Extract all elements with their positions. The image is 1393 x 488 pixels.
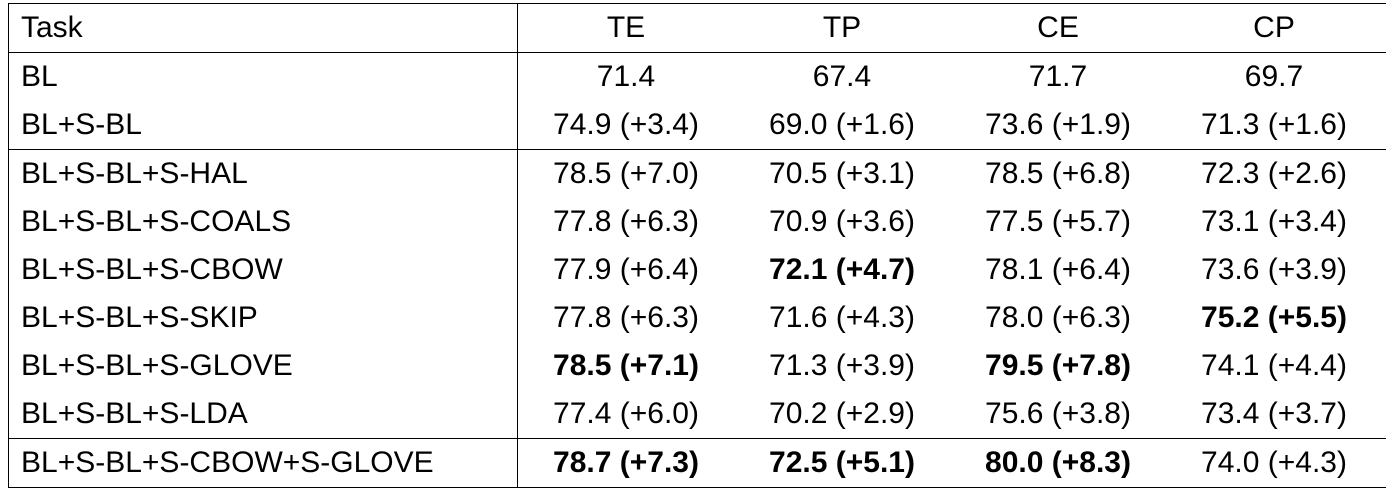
task-cell: BL+S-BL [9,101,518,149]
score-cell: 74.0 (+4.3) [1201,446,1347,479]
score-cell: 71.3 (+1.6) [1201,108,1347,141]
score-cell: 67.4 [812,60,872,93]
task-cell: BL [9,53,518,101]
score-cell: 73.1 (+3.4) [1201,205,1347,238]
score-cell: 69.0 (+1.6) [769,108,915,141]
header-cell: TP [822,11,862,44]
score-cell: 77.9 (+6.4) [553,253,699,286]
score-cell: 71.6 (+4.3) [769,301,915,334]
score-cell: 74.9 (+3.4) [553,108,699,141]
score-cell: 72.5 (+5.1) [769,446,915,479]
score-cell: 78.5 (+7.1) [553,349,699,382]
task-cell: BL+S-BL+S-GLOVE [9,342,518,390]
task-cell: BL+S-BL+S-CBOW [9,246,518,294]
header-cell: CE [1037,11,1079,44]
task-cell: BL+S-BL+S-SKIP [9,294,518,342]
table-row: BL+S-BL+S-CBOW 77.9 (+6.4) 72.1 (+4.7) 78.1… [9,246,1386,294]
score-cell: 79.5 (+7.8) [985,349,1131,382]
task-text: BL+S-BL+S-COALS [21,205,292,238]
task-cell: BL+S-BL+S-LDA [9,390,518,438]
task-cell: BL+S-BL+S-CBOW+S-GLOVE [9,439,518,487]
header-cell: CP [1253,11,1295,44]
score-cell: 72.1 (+4.7) [769,253,915,286]
task-cell: BL+S-BL+S-HAL [9,150,518,198]
score-cell: 78.5 (+6.8) [985,157,1131,190]
score-cell: 70.9 (+3.6) [769,205,915,238]
task-text: BL+S-BL+S-GLOVE [21,349,293,382]
task-text: BL+S-BL+S-SKIP [21,301,258,334]
score-cell: 75.6 (+3.8) [985,397,1131,430]
score-cell: 77.8 (+6.3) [553,301,699,334]
task-cell: BL+S-BL+S-COALS [9,198,518,246]
table-row: BL+S-BL+S-LDA 77.4 (+6.0) 70.2 (+2.9) 75.6 … [9,390,1386,438]
score-cell: 77.4 (+6.0) [553,397,699,430]
header-text: Task [21,11,83,44]
score-cell: 71.3 (+3.9) [769,349,915,382]
table-row: BL+S-BL+S-SKIP 77.8 (+6.3) 71.6 (+4.3) 78.0… [9,294,1386,342]
header-cell: Task [9,4,518,52]
score-cell: 71.4 [596,60,656,93]
score-cell: 78.1 (+6.4) [985,253,1131,286]
score-cell: 78.7 (+7.3) [553,446,699,479]
score-cell: 72.3 (+2.6) [1201,157,1347,190]
table-row: BL+S-BL+S-COALS 77.8 (+6.3) 70.9 (+3.6) 77.… [9,198,1386,246]
score-cell: 78.5 (+7.0) [553,157,699,190]
score-cell: 73.6 (+1.9) [985,108,1131,141]
header-row: Task TE TP CE CP [9,4,1386,52]
score-cell: 69.7 [1244,60,1304,93]
table-row: BL+S-BL 74.9 (+3.4) 69.0 (+1.6) 73.6 (+1.9)… [9,101,1386,149]
score-cell: 73.6 (+3.9) [1201,253,1347,286]
score-cell: 77.5 (+5.7) [985,205,1131,238]
score-cell: 80.0 (+8.3) [985,446,1131,479]
score-cell: 77.8 (+6.3) [553,205,699,238]
task-text: BL+S-BL+S-CBOW+S-GLOVE [21,446,434,479]
results-table: Task TE TP CE CP BL 71.4 67.4 71.7 69.7 BL+S-BL 74.… [8,3,1386,488]
score-cell: 70.2 (+2.9) [769,397,915,430]
score-cell: 71.7 [1028,60,1088,93]
score-cell: 73.4 (+3.7) [1201,397,1347,430]
task-text: BL+S-BL+S-CBOW [21,253,283,286]
task-text: BL+S-BL+S-HAL [21,157,248,190]
header-cell: TE [606,11,646,44]
score-cell: 78.0 (+6.3) [985,301,1131,334]
score-cell: 70.5 (+3.1) [769,157,915,190]
task-text: BL+S-BL [21,108,142,141]
table-row: BL+S-BL+S-GLOVE 78.5 (+7.1) 71.3 (+3.9) 79.… [9,342,1386,390]
table-row: BL+S-BL+S-HAL 78.5 (+7.0) 70.5 (+3.1) 78.5 … [9,149,1386,198]
table-row: BL 71.4 67.4 71.7 69.7 [9,52,1386,101]
task-text: BL+S-BL+S-LDA [21,397,248,430]
score-cell: 75.2 (+5.5) [1201,301,1347,334]
table-row: BL+S-BL+S-CBOW+S-GLOVE 78.7 (+7.3) 72.5 (+… [9,438,1386,487]
task-text: BL [21,60,58,93]
score-cell: 74.1 (+4.4) [1201,349,1347,382]
